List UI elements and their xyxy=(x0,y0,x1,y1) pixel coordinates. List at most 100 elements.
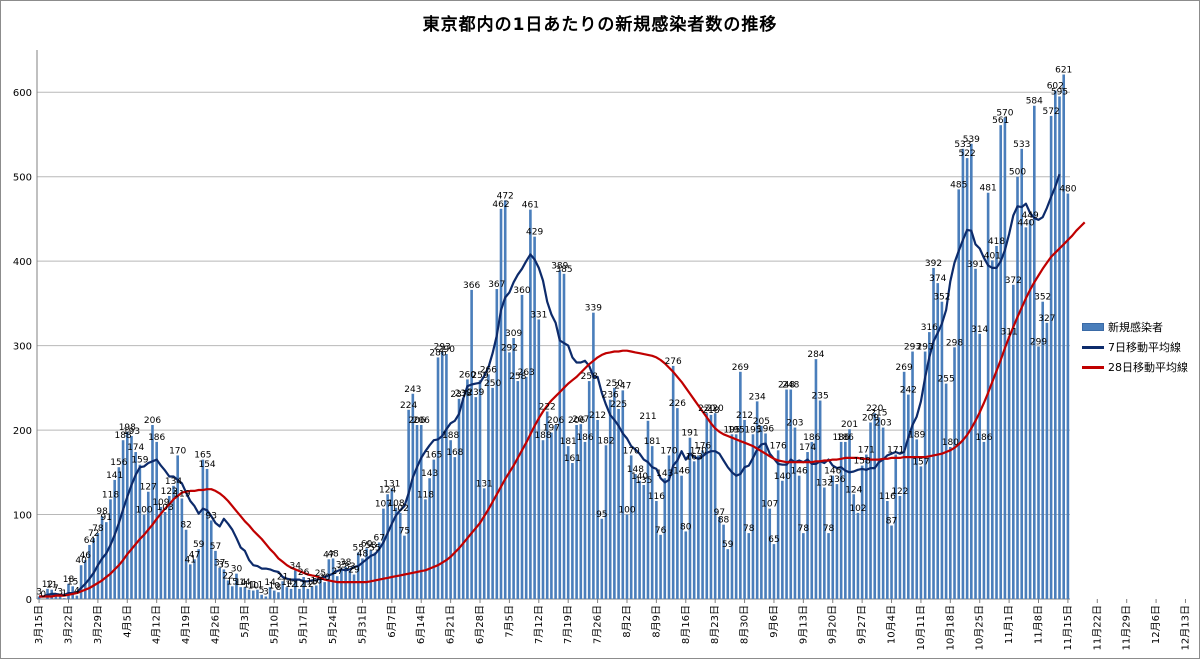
data-label: 472 xyxy=(497,191,514,201)
data-label: 122 xyxy=(891,487,908,497)
bar xyxy=(172,485,175,599)
data-label: 572 xyxy=(1043,107,1060,117)
bar xyxy=(865,454,868,599)
data-label: 258 xyxy=(509,372,526,382)
data-label: 238 xyxy=(455,389,472,399)
bar xyxy=(722,524,725,599)
data-label: 97 xyxy=(714,508,725,518)
bar xyxy=(911,351,914,599)
data-label: 367 xyxy=(488,280,505,290)
data-label: 107 xyxy=(375,500,392,510)
data-label: 163 xyxy=(686,452,703,462)
data-label: 331 xyxy=(530,310,547,320)
data-label: 168 xyxy=(446,448,463,458)
bar xyxy=(818,400,822,599)
bar xyxy=(184,529,188,599)
data-label: 146 xyxy=(791,467,808,477)
data-label: 165 xyxy=(194,451,211,461)
data-label: 140 xyxy=(774,472,791,482)
data-label: 14 xyxy=(235,578,247,588)
bar xyxy=(167,495,171,599)
x-tick-label: 9月6日 xyxy=(768,605,780,638)
data-label: 259 xyxy=(471,371,488,381)
bar xyxy=(352,574,356,599)
bar xyxy=(503,200,507,599)
bar xyxy=(814,359,818,599)
data-label: 220 xyxy=(698,404,715,414)
bar xyxy=(583,441,587,599)
x-tick-label: 5月10日 xyxy=(268,605,280,644)
legend-item-avg28: 28日移動平均線 xyxy=(1082,357,1188,377)
bar xyxy=(646,420,650,599)
x-tick-label: 12月6日 xyxy=(1150,605,1162,644)
bar xyxy=(944,383,948,599)
data-label: 46 xyxy=(80,551,92,561)
data-label: 22 xyxy=(222,571,233,581)
x-tick-label: 3月15日 xyxy=(33,605,45,644)
bar xyxy=(272,590,276,599)
x-tick-label: 3月22日 xyxy=(62,605,74,644)
bar xyxy=(806,452,809,599)
data-label: 122 xyxy=(161,487,178,497)
data-label: 286 xyxy=(429,348,446,358)
data-label: 181 xyxy=(560,437,577,447)
data-label: 218 xyxy=(702,406,719,416)
data-label: 522 xyxy=(959,149,976,159)
data-label: 0 xyxy=(40,590,46,600)
data-label: 186 xyxy=(148,433,165,443)
bar xyxy=(625,514,629,599)
bar xyxy=(1037,346,1040,599)
data-label: 595 xyxy=(1051,87,1068,97)
bar xyxy=(478,380,482,599)
bar xyxy=(734,434,738,599)
data-label: 485 xyxy=(950,180,967,190)
y-tick-label: 600 xyxy=(13,88,32,99)
bar xyxy=(835,484,839,599)
bar xyxy=(491,387,494,599)
bar xyxy=(793,427,797,599)
data-label: 88 xyxy=(718,516,730,526)
bar xyxy=(424,499,427,599)
data-label: 206 xyxy=(408,416,425,426)
data-label: 242 xyxy=(900,386,917,396)
x-tick-label: 6月21日 xyxy=(445,605,457,644)
bar xyxy=(516,381,520,599)
y-tick-label: 100 xyxy=(13,511,32,522)
legend-swatch-avg7 xyxy=(1082,345,1104,349)
bar xyxy=(655,501,658,599)
bar xyxy=(1028,219,1032,599)
data-label: 102 xyxy=(849,504,866,514)
bar xyxy=(130,435,133,599)
bar xyxy=(827,533,830,599)
data-label: 10 xyxy=(248,582,260,592)
bar xyxy=(1003,117,1007,600)
data-label: 119 xyxy=(173,489,190,499)
data-label: 224 xyxy=(400,401,417,411)
bar xyxy=(256,589,259,599)
data-label: 206 xyxy=(413,416,430,426)
data-label: 34 xyxy=(290,561,302,571)
bar xyxy=(331,558,335,599)
bar xyxy=(936,283,940,599)
bar xyxy=(789,389,793,599)
bar xyxy=(302,577,305,599)
data-label: 103 xyxy=(156,503,173,513)
data-label: 3 xyxy=(57,587,63,597)
bar xyxy=(697,455,700,599)
bar xyxy=(1024,227,1028,599)
bar xyxy=(961,148,965,599)
bar xyxy=(726,549,730,599)
bar xyxy=(146,491,150,599)
x-tick-label: 6月28日 xyxy=(474,605,486,644)
data-label: 14 xyxy=(264,578,276,588)
data-label: 100 xyxy=(618,506,635,516)
data-label: 195 xyxy=(723,425,740,435)
bar xyxy=(323,582,326,599)
bar xyxy=(743,419,746,599)
bar xyxy=(235,573,238,599)
bar xyxy=(512,338,515,599)
bar xyxy=(188,564,192,599)
bar xyxy=(37,596,41,599)
bar xyxy=(802,533,805,599)
bar xyxy=(125,431,129,599)
